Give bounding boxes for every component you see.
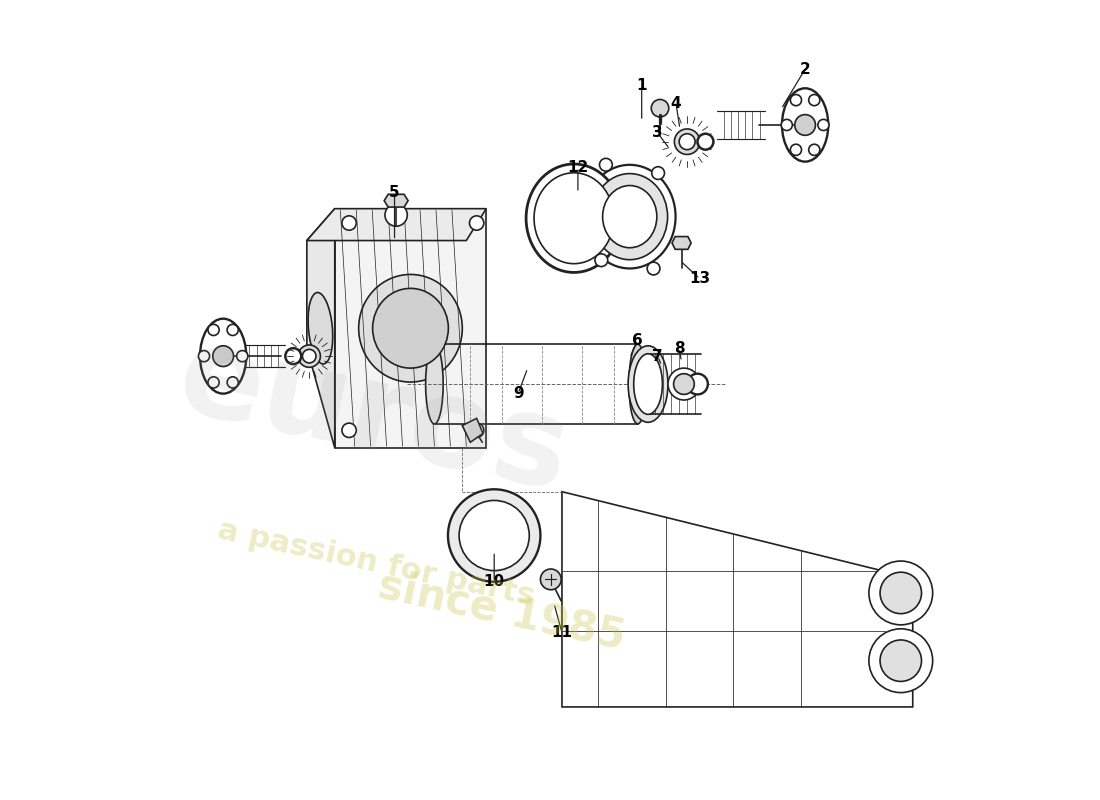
Ellipse shape — [629, 344, 647, 424]
Circle shape — [342, 423, 356, 438]
Text: 7: 7 — [652, 349, 663, 364]
Ellipse shape — [584, 165, 675, 269]
Text: since 1985: since 1985 — [375, 565, 629, 658]
Text: euros: euros — [167, 316, 580, 516]
Circle shape — [651, 99, 669, 117]
Polygon shape — [562, 492, 913, 707]
Circle shape — [459, 501, 529, 570]
Ellipse shape — [592, 174, 668, 260]
Circle shape — [470, 216, 484, 230]
Circle shape — [227, 377, 239, 388]
Ellipse shape — [200, 318, 246, 394]
Circle shape — [880, 572, 922, 614]
Ellipse shape — [359, 274, 462, 382]
Circle shape — [385, 204, 407, 226]
Polygon shape — [462, 418, 483, 442]
Circle shape — [794, 114, 815, 135]
Ellipse shape — [373, 288, 449, 368]
Text: 2: 2 — [800, 62, 811, 77]
Polygon shape — [307, 209, 486, 241]
Ellipse shape — [634, 354, 662, 414]
Ellipse shape — [782, 88, 828, 162]
Circle shape — [808, 94, 820, 106]
Text: a passion for parts: a passion for parts — [216, 516, 538, 611]
Circle shape — [673, 374, 694, 394]
Circle shape — [880, 640, 922, 682]
Circle shape — [688, 374, 708, 394]
Polygon shape — [384, 194, 408, 207]
Circle shape — [208, 377, 219, 388]
Circle shape — [869, 629, 933, 693]
Polygon shape — [334, 209, 486, 448]
Circle shape — [781, 119, 792, 130]
Circle shape — [869, 561, 933, 625]
Text: 4: 4 — [671, 96, 681, 111]
Circle shape — [668, 368, 700, 400]
Ellipse shape — [285, 348, 301, 364]
Ellipse shape — [298, 345, 320, 367]
Circle shape — [342, 216, 356, 230]
Circle shape — [227, 324, 239, 335]
Circle shape — [208, 324, 219, 335]
Text: 10: 10 — [484, 574, 505, 590]
Circle shape — [198, 350, 210, 362]
Ellipse shape — [697, 134, 714, 150]
Circle shape — [651, 166, 664, 179]
Circle shape — [540, 569, 561, 590]
Text: 8: 8 — [674, 341, 684, 356]
Circle shape — [600, 158, 613, 171]
Circle shape — [595, 254, 607, 266]
Text: 3: 3 — [652, 126, 663, 141]
Circle shape — [791, 144, 802, 155]
Ellipse shape — [308, 293, 332, 364]
Text: 13: 13 — [690, 271, 711, 286]
Circle shape — [647, 262, 660, 275]
Text: 1: 1 — [637, 78, 647, 93]
Circle shape — [212, 346, 233, 366]
Ellipse shape — [535, 173, 614, 264]
Circle shape — [791, 94, 802, 106]
Ellipse shape — [526, 164, 621, 273]
Ellipse shape — [603, 186, 657, 248]
Circle shape — [808, 144, 820, 155]
Ellipse shape — [302, 350, 316, 363]
Polygon shape — [672, 237, 691, 250]
Text: 5: 5 — [389, 186, 400, 200]
Circle shape — [818, 119, 829, 130]
Polygon shape — [307, 209, 334, 448]
Circle shape — [448, 490, 540, 582]
Circle shape — [236, 350, 248, 362]
Circle shape — [470, 423, 484, 438]
Text: 12: 12 — [568, 160, 588, 174]
Ellipse shape — [426, 344, 443, 424]
Text: 9: 9 — [513, 386, 524, 401]
Text: 6: 6 — [632, 333, 644, 348]
Ellipse shape — [674, 129, 700, 154]
Ellipse shape — [679, 134, 695, 150]
Text: 11: 11 — [551, 626, 572, 640]
Ellipse shape — [628, 346, 668, 422]
